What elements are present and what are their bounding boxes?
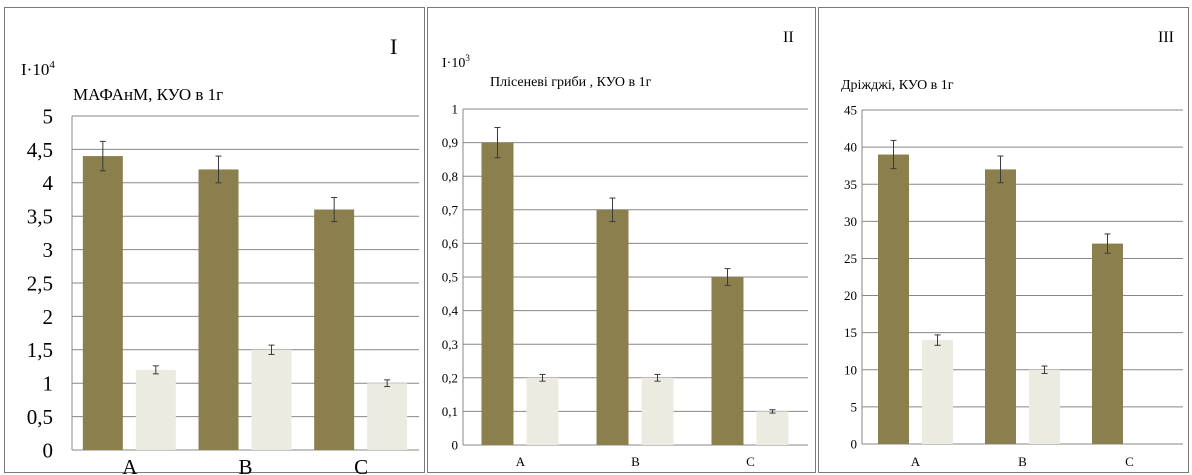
bar-series-2 xyxy=(922,340,953,444)
bar-series-2 xyxy=(1029,369,1060,444)
panel-label: II xyxy=(783,29,794,46)
x-category-label: A xyxy=(911,454,921,469)
bar-series-1 xyxy=(711,277,744,445)
bar-series-1 xyxy=(481,142,514,445)
y-tick-label: 20 xyxy=(844,288,857,303)
bar-series-1 xyxy=(198,169,239,450)
x-category-label: B xyxy=(238,455,252,474)
error-bar xyxy=(1041,365,1048,374)
y-tick-label: 0,1 xyxy=(442,404,458,419)
unit-label: I·103 xyxy=(442,53,470,71)
x-category-label: C xyxy=(1125,454,1134,469)
y-tick-label: 10 xyxy=(844,362,857,377)
error-bar xyxy=(769,409,776,414)
bar-series-2 xyxy=(135,369,176,450)
y-tick-label: 45 xyxy=(844,103,857,118)
chart-panel-3: III Дріжджі, КУО в 1г 0 5 10 15 20 25 30 35 40 45… xyxy=(818,7,1189,473)
chart-title: Плісеневі гриби , КУО в 1г xyxy=(490,75,652,90)
unit-label: I·104 xyxy=(21,59,55,79)
y-tick-label: 1,5 xyxy=(27,338,53,362)
y-tick-label: 5 xyxy=(43,104,54,128)
y-tick-label: 0 xyxy=(43,438,54,462)
y-tick-label: 0,9 xyxy=(442,135,458,150)
x-category-label: C xyxy=(746,454,755,469)
y-tick-label: 35 xyxy=(844,177,857,192)
y-tick-label: 2 xyxy=(43,305,54,329)
bar-series-1 xyxy=(985,169,1016,444)
chart-plot: 0 5 10 15 20 25 30 35 40 45 A B C xyxy=(844,103,1183,469)
error-bar xyxy=(1104,233,1111,254)
chart-panel-2: II I·103 Плісеневі гриби , КУО в 1г 0 0,1… xyxy=(427,7,816,473)
error-bar xyxy=(724,268,731,286)
bar-series-2 xyxy=(367,383,408,450)
error-bar xyxy=(494,126,501,159)
y-tick-label: 0,5 xyxy=(442,270,458,285)
chart-plot: 0 0,1 0,2 0,3 0,4 0,5 0,6 0,7 0,8 0,9 1 A B C xyxy=(442,102,808,469)
error-bar xyxy=(99,140,106,172)
error-bar xyxy=(384,379,391,388)
panel-label: I xyxy=(390,34,398,59)
y-tick-label: 0,3 xyxy=(442,337,458,352)
y-tick-label: 0,5 xyxy=(27,405,53,429)
error-bar xyxy=(890,139,897,170)
error-bar xyxy=(654,373,661,382)
y-tick-label: 0,6 xyxy=(442,236,459,251)
y-tick-label: 4 xyxy=(43,171,54,195)
bar-series-1 xyxy=(82,156,123,450)
y-tick-label: 15 xyxy=(844,325,857,340)
y-tick-label: 30 xyxy=(844,214,857,229)
bar-series-1 xyxy=(878,154,909,445)
y-tick-label: 0,2 xyxy=(442,370,458,385)
y-tick-label: 0,8 xyxy=(442,169,458,184)
error-bar xyxy=(152,365,159,375)
y-tick-label: 3 xyxy=(43,238,54,262)
bar-series-2 xyxy=(641,377,674,445)
y-tick-label: 1 xyxy=(43,372,54,396)
error-bar xyxy=(609,197,616,223)
bar-series-2 xyxy=(756,411,789,445)
x-category-label: A xyxy=(516,454,526,469)
error-bar xyxy=(997,155,1004,184)
y-tick-label: 1 xyxy=(452,102,459,117)
y-tick-label: 0 xyxy=(452,438,459,453)
y-tick-label: 2,5 xyxy=(27,271,53,295)
y-tick-label: 4,5 xyxy=(27,138,53,162)
bar-series-1 xyxy=(314,209,355,450)
x-category-label: B xyxy=(631,454,640,469)
error-bar xyxy=(215,155,222,184)
chart-plot: 0 0,5 1 1,5 2 2,5 3 3,5 4 4,5 5 A B C xyxy=(27,104,419,474)
x-category-label: B xyxy=(1018,454,1027,469)
chart-title: Дріжджі, КУО в 1г xyxy=(841,78,954,93)
x-category-label: A xyxy=(122,455,138,474)
bar-series-1 xyxy=(1092,243,1123,444)
chart-title: МАФАнМ, КУО в 1г xyxy=(73,85,224,104)
panel-label: III xyxy=(1158,29,1174,46)
x-category-label: C xyxy=(354,455,368,474)
bar-series-2 xyxy=(526,377,559,445)
y-tick-label: 0,7 xyxy=(442,202,459,217)
y-tick-label: 40 xyxy=(844,140,857,155)
error-bar xyxy=(934,334,941,346)
bar-series-2 xyxy=(251,349,292,450)
y-tick-label: 3,5 xyxy=(27,205,53,229)
y-tick-label: 0,4 xyxy=(442,303,459,318)
bar-series-1 xyxy=(596,209,629,445)
y-tick-label: 5 xyxy=(851,399,858,414)
chart-panel-1: I I·104 МАФАнМ, КУО в 1г 0 0,5 1 1,5 2 2,5 3 3,… xyxy=(4,7,425,474)
error-bar xyxy=(331,196,338,223)
error-bar xyxy=(539,373,546,382)
y-tick-label: 25 xyxy=(844,251,857,266)
y-tick-label: 0 xyxy=(851,437,858,452)
error-bar xyxy=(268,344,275,355)
